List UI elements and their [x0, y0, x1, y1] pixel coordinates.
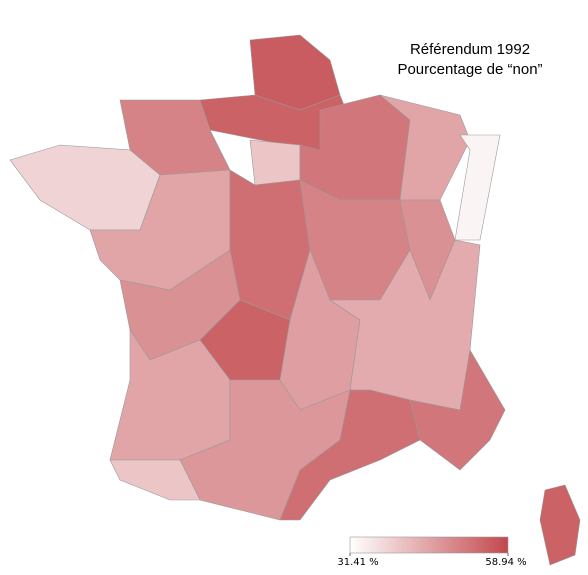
region — [409, 349, 506, 471]
map-subtitle: Pourcentage de “non” — [397, 61, 542, 78]
regions — [9, 34, 581, 566]
colorbar-label: 58.94 % — [485, 557, 526, 568]
region — [249, 139, 301, 186]
region — [539, 484, 581, 566]
colorbar — [349, 536, 509, 554]
colorbar-label: 31.41 % — [337, 557, 378, 568]
region — [9, 144, 161, 231]
region — [109, 459, 201, 501]
map-title: Référendum 1992 — [410, 41, 530, 58]
region — [279, 389, 421, 521]
region — [454, 134, 501, 241]
